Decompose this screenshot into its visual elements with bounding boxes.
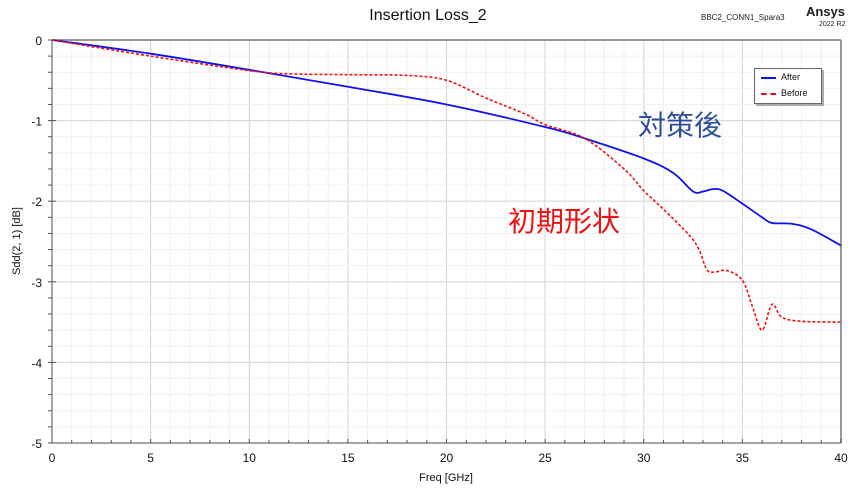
svg-text:-1: -1 [31, 115, 42, 129]
svg-text:20: 20 [440, 451, 454, 465]
legend-item-before[interactable]: Before [755, 85, 821, 101]
solid-line-swatch-icon [761, 77, 776, 79]
x-axis-label: Freq [GHz] [419, 472, 473, 484]
svg-text:0: 0 [35, 34, 42, 48]
dashed-line-swatch-icon [761, 93, 776, 95]
series-before [51, 39, 842, 331]
svg-text:30: 30 [637, 451, 651, 465]
project-name: BBC2_CONN1_Spara3 [701, 13, 785, 22]
svg-text:40: 40 [834, 451, 848, 465]
y-axis-label: Sdd(2, 1) [dB] [11, 207, 23, 275]
svg-text:5: 5 [147, 451, 154, 465]
series-after [51, 39, 842, 247]
version-label: 2022 R2 [819, 21, 846, 28]
grid-lines [51, 39, 842, 444]
svg-text:-3: -3 [31, 276, 42, 290]
legend-label: After [781, 72, 801, 82]
legend[interactable]: After Before [754, 68, 822, 104]
axis-ticks: 0 5 10 15 20 25 30 35 40 0 -1 -2 -3 -4 -5 [31, 34, 848, 465]
svg-text:-4: -4 [31, 356, 42, 370]
svg-text:-2: -2 [31, 195, 42, 209]
svg-text:10: 10 [243, 451, 257, 465]
svg-text:35: 35 [736, 451, 750, 465]
brand-logo: Ansys [806, 4, 846, 19]
data-curves [51, 39, 842, 331]
svg-text:15: 15 [341, 451, 355, 465]
chart-title: Insertion Loss_2 [369, 7, 487, 24]
annotation-before: 初期形状 [508, 205, 621, 238]
svg-text:-5: -5 [31, 437, 42, 451]
svg-text:25: 25 [538, 451, 552, 465]
annotation-after: 対策後 [638, 109, 723, 142]
svg-text:0: 0 [49, 451, 56, 465]
legend-label: Before [781, 88, 808, 98]
legend-item-after[interactable]: After [755, 69, 821, 85]
